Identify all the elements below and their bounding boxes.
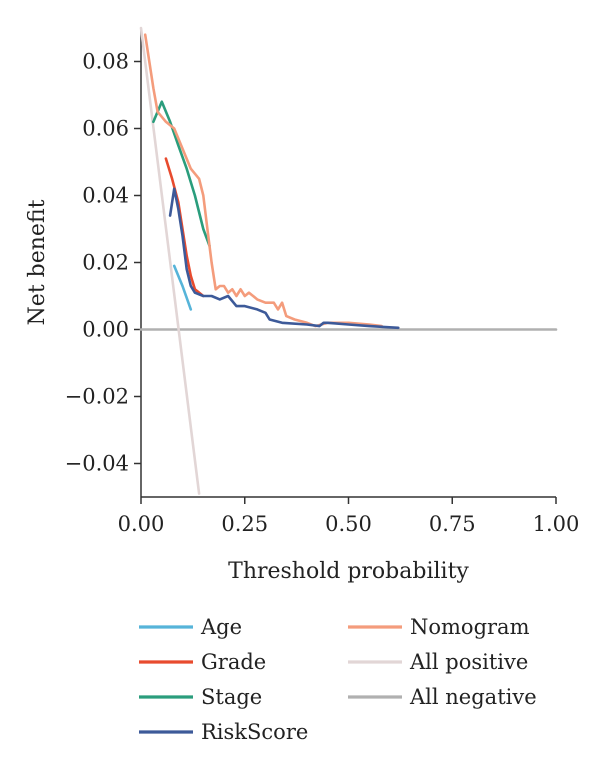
x-axis-title: Threshold probability [228, 559, 469, 584]
y-tick-label: 0.04 [82, 184, 129, 208]
x-tick-label: 0.25 [221, 512, 268, 536]
y-tick-label: 0.00 [82, 318, 129, 342]
axes [140, 28, 556, 498]
legend-label: Age [200, 615, 242, 639]
legend-label: All positive [409, 650, 528, 674]
y-tick-label: 0.08 [82, 50, 129, 74]
series-line-stage [152, 100, 211, 248]
y-tick-label: 0.02 [82, 251, 129, 275]
series-line-riskscore [168, 187, 400, 330]
x-tick-label: 0.00 [118, 512, 165, 536]
x-tick-label: 1.00 [533, 512, 580, 536]
y-tick-label: −0.04 [65, 452, 129, 476]
y-tick-label: −0.02 [65, 385, 129, 409]
x-tick-label: 0.50 [325, 512, 372, 536]
ticks: 0.00 0.25 0.50 0.75 1.00 −0.04 −0.02 0.00 0.02 0.… [65, 50, 580, 537]
legend-label: Stage [201, 685, 262, 709]
y-tick-label: 0.06 [82, 117, 129, 141]
legend: Age Grade Stage RiskScore Nomogram All positi… [139, 615, 537, 744]
series-line-all-positive [139, 26, 201, 495]
y-axis-title: Net benefit [25, 199, 50, 325]
series-line-age [172, 264, 193, 311]
legend-label: All negative [409, 685, 537, 709]
x-tick-label: 0.75 [429, 512, 476, 536]
legend-label: RiskScore [201, 720, 308, 744]
series-line-nomogram [143, 33, 384, 328]
legend-label: Nomogram [410, 615, 530, 639]
series-lines [139, 26, 558, 495]
legend-label: Grade [201, 650, 266, 674]
